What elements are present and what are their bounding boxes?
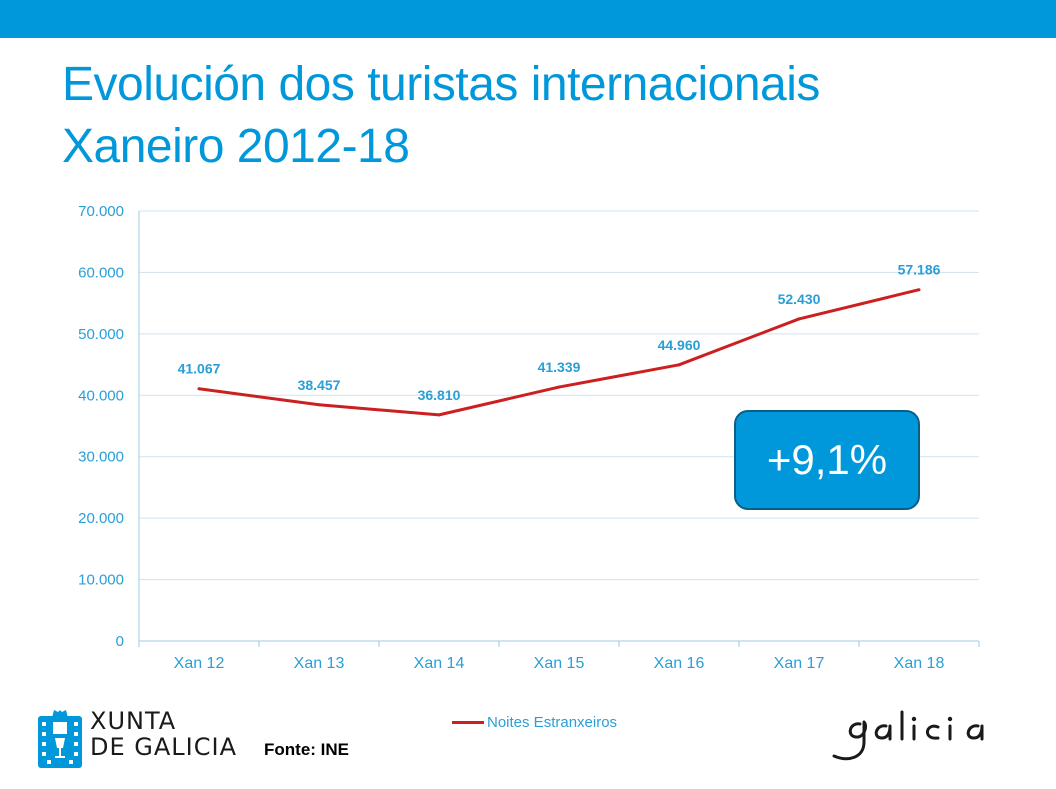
top-accent-bar (0, 0, 1056, 38)
line-chart: 0 10.000 20.000 30.000 40.000 50.000 60.000 70.… (78, 203, 980, 672)
x-tick-label: Xan 17 (774, 655, 825, 672)
y-tick-label: 20.000 (78, 510, 124, 527)
data-point (317, 403, 321, 407)
chart-legend: Noites Estranxeiros (452, 714, 617, 731)
y-tick-label: 10.000 (78, 572, 124, 589)
x-tick-label: Xan 14 (414, 655, 465, 672)
data-point (797, 317, 801, 321)
legend-label: Noites Estranxeiros (487, 714, 618, 731)
data-label: 38.457 (298, 377, 341, 393)
y-tick-label: 0 (116, 633, 124, 650)
galicia-logo (832, 710, 984, 761)
data-point (197, 387, 201, 391)
y-tick-label: 50.000 (78, 326, 124, 343)
xunta-line-1: XUNTA (90, 707, 177, 735)
legend-line-swatch (452, 721, 484, 724)
crest-icon (38, 710, 82, 768)
data-label: 41.339 (538, 359, 581, 375)
xunta-wordmark: XUNTA DE GALICIA (90, 708, 237, 760)
x-tick-label: Xan 12 (174, 655, 225, 672)
data-point (677, 363, 681, 367)
series-line (198, 288, 920, 417)
slide-title: Evolución dos turistas internacionais Xa… (62, 54, 820, 178)
y-tick-label: 60.000 (78, 264, 124, 281)
data-label: 44.960 (658, 337, 701, 353)
y-tick-label: 30.000 (78, 449, 124, 466)
source-note: Fonte: INE (264, 740, 349, 759)
data-label: 36.810 (418, 387, 461, 403)
growth-badge: +9,1% (734, 410, 920, 510)
data-label: 52.430 (778, 291, 821, 307)
xunta-line-2: DE GALICIA (90, 733, 237, 761)
data-label: 41.067 (178, 361, 221, 377)
x-tick-label: Xan 15 (534, 655, 585, 672)
title-line-1: Evolución dos turistas internacionais (62, 58, 820, 111)
data-point (557, 385, 561, 389)
x-tick-label: Xan 13 (294, 655, 345, 672)
x-tick-label: Xan 16 (654, 655, 705, 672)
title-line-2: Xaneiro 2012-18 (62, 120, 410, 173)
data-point (917, 288, 921, 292)
data-label: 57.186 (898, 262, 941, 278)
data-point (437, 413, 441, 417)
y-tick-label: 70.000 (78, 203, 124, 220)
xunta-logo: XUNTA DE GALICIA (38, 708, 237, 768)
y-tick-label: 40.000 (78, 387, 124, 404)
x-tick-label: Xan 18 (894, 655, 945, 672)
